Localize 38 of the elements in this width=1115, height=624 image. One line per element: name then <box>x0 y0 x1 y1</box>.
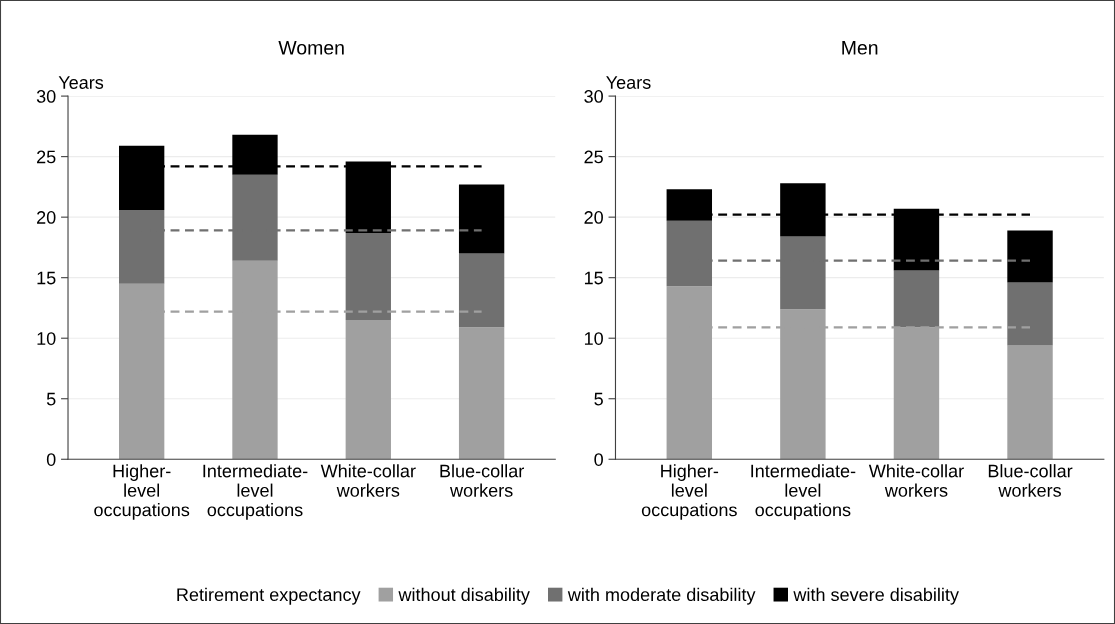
y-tick-label: 0 <box>46 453 56 466</box>
x-tick-label: White-collar workers <box>320 464 416 497</box>
bar <box>458 184 505 254</box>
bar <box>1007 282 1053 346</box>
y-tick-label: 25 <box>37 150 56 164</box>
y-tick-label: 30 <box>584 90 603 103</box>
y-tick-label: 20 <box>584 211 603 224</box>
y-tick-label: 10 <box>37 332 56 345</box>
bar <box>893 270 940 328</box>
x-tick-label: Intermediate-level occupations <box>751 464 856 520</box>
bar <box>1007 345 1053 460</box>
y-tick-label: 25 <box>584 150 603 164</box>
legend-label: with moderate disability <box>567 587 756 605</box>
y-tick-label: 15 <box>584 271 603 285</box>
y-tick-label: 30 <box>36 90 56 103</box>
chart-title: Men <box>842 41 878 55</box>
legend-label: with severe disability <box>793 587 959 605</box>
legend-title: Retirement expectancy <box>177 587 361 605</box>
y-axis-title: Years <box>58 76 104 89</box>
y-tick-label: 0 <box>594 453 603 466</box>
bar <box>458 327 505 460</box>
x-tick-label: Blue-collar workers <box>988 464 1073 497</box>
x-tick-label: Higher-level occupations <box>94 464 190 520</box>
x-tick-label: Intermediate-level occupations <box>203 464 308 520</box>
x-tick-label: White-collar workers <box>868 464 964 497</box>
y-tick-label: 5 <box>46 392 56 406</box>
bar <box>458 253 505 328</box>
x-tick-label: Blue-collar workers <box>440 464 524 497</box>
x-tick-label: Higher-level occupations <box>641 464 737 520</box>
bar <box>345 320 391 460</box>
y-tick-label: 10 <box>584 332 603 345</box>
y-tick-label: 5 <box>594 392 603 406</box>
chart-title: Women <box>278 41 344 55</box>
legend-label: without disability <box>398 587 530 605</box>
y-axis-title: Years <box>606 76 651 89</box>
y-tick-label: 15 <box>37 271 56 285</box>
bar <box>1007 230 1053 283</box>
y-tick-label: 20 <box>37 211 56 224</box>
